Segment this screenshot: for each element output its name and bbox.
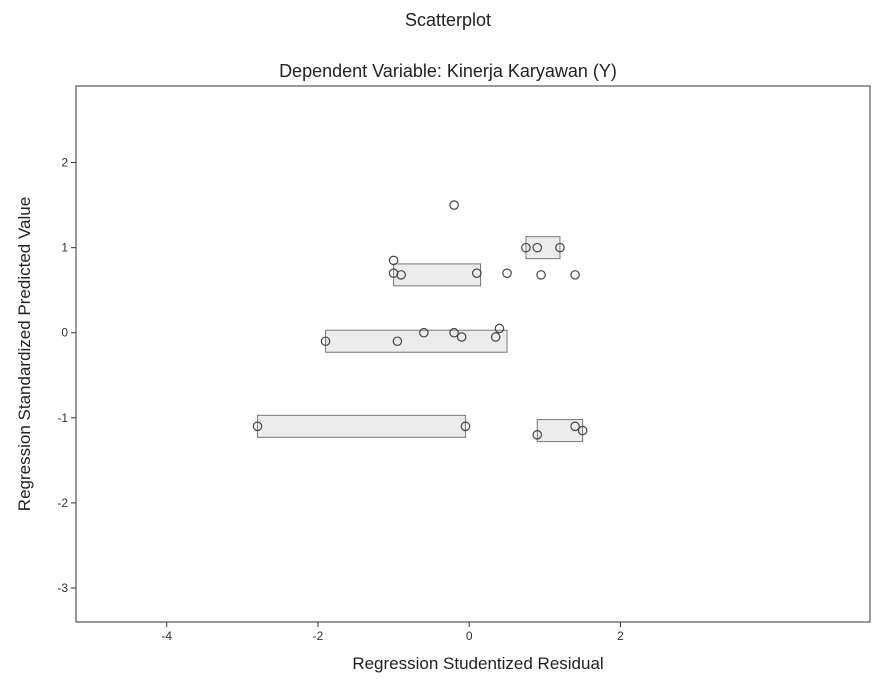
scatter-point-4	[388, 255, 399, 266]
scatter-point-16	[320, 336, 331, 347]
scatter-point-9	[536, 270, 546, 280]
x-axis-ticks: -4 -2 0 2	[161, 622, 624, 643]
chart-subtitle: Dependent Variable: Kinerja Karyawan (Y)	[279, 61, 617, 81]
band-3	[256, 414, 466, 438]
scatter-point-7	[471, 268, 482, 278]
x-axis-label: Regression Studentized Residual	[352, 654, 603, 673]
scatter-point-17	[494, 323, 505, 334]
plot-frame	[75, 85, 871, 623]
scatter-point-22	[577, 425, 588, 436]
y-axis-ticks: 2 1 0 -1 -2 -3	[57, 156, 76, 595]
scatter-point-6	[396, 270, 406, 280]
scatter-point-15	[392, 336, 403, 347]
scatter-point-12	[449, 327, 459, 338]
scatter-point-10	[570, 270, 580, 280]
y-axis-label: Regression Standardized Predicted Value	[15, 197, 34, 511]
x-tick-label-0: -4	[161, 629, 172, 643]
scatter-point-0	[449, 200, 459, 210]
scatter-point-3	[555, 242, 565, 253]
scatter-point-2	[532, 242, 543, 253]
y-tick-label-3: -1	[57, 411, 68, 425]
y-tick-label-0: 2	[61, 156, 68, 170]
scatter-point-13	[456, 332, 467, 342]
scatter-point-20	[532, 430, 543, 440]
scatter-point-19	[460, 421, 471, 432]
band-2	[325, 329, 508, 353]
points-layer	[252, 200, 588, 440]
scatter-point-14	[490, 332, 501, 342]
scatter-point-1	[521, 242, 531, 253]
scatter-point-21	[570, 421, 580, 432]
band-1	[525, 236, 561, 260]
y-tick-label-5: -3	[57, 581, 68, 595]
chart-title: Scatterplot	[405, 10, 491, 30]
x-tick-label-3: 2	[617, 629, 624, 643]
y-tick-label-4: -2	[57, 496, 68, 510]
scatter-point-11	[419, 327, 429, 338]
scatter-point-8	[502, 268, 512, 278]
y-tick-label-2: 0	[61, 326, 68, 340]
x-tick-label-2: 0	[466, 629, 473, 643]
scatter-point-18	[252, 421, 263, 432]
x-tick-label-1: -2	[313, 629, 324, 643]
y-tick-label-1: 1	[61, 241, 68, 255]
bands-layer	[256, 236, 584, 443]
band-0	[393, 263, 482, 287]
